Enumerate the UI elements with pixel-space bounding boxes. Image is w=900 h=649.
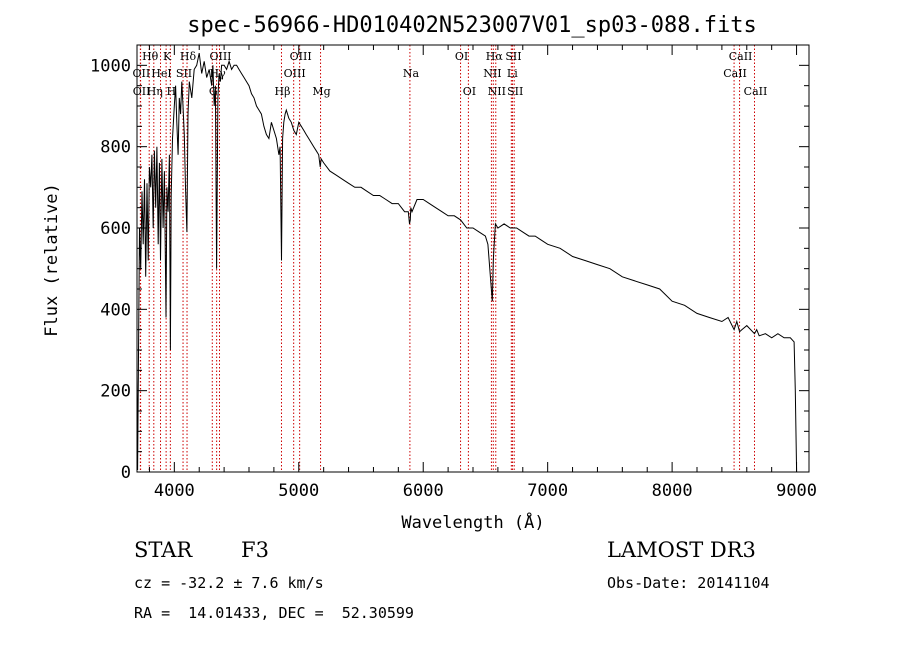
- line-label-18: OI: [463, 85, 476, 98]
- line-label-3: Hη: [147, 85, 163, 98]
- y-tick-label: 400: [100, 300, 131, 320]
- y-tick-label: 0: [121, 463, 131, 483]
- line-label-19: NII: [483, 67, 501, 80]
- line-label-1: OII: [133, 67, 151, 80]
- x-tick-label: 9000: [776, 481, 817, 501]
- y-tick-label: 200: [100, 382, 131, 402]
- line-label-6: SII: [176, 67, 192, 80]
- line-label-23: Li: [507, 67, 518, 80]
- coordinates: RA = 14.01433, DEC = 52.30599: [134, 604, 414, 622]
- x-axis-label: Wavelength (Å): [401, 511, 544, 533]
- line-label-21: Hα: [486, 50, 504, 63]
- line-label-25: CaII: [723, 67, 747, 80]
- x-tick-label: 6000: [403, 481, 444, 501]
- object-class: STAR: [134, 538, 193, 562]
- line-label-5: K: [163, 50, 172, 63]
- survey-name: LAMOST DR3: [607, 538, 756, 562]
- line-label-14: OIII: [290, 50, 312, 63]
- y-tick-label: 600: [100, 219, 131, 239]
- x-tick-label: 4000: [154, 481, 195, 501]
- line-label-15: Mg: [312, 85, 330, 98]
- y-tick-label: 1000: [90, 56, 131, 76]
- x-tick-label: 7000: [527, 481, 568, 501]
- plot-frame: [136, 44, 810, 473]
- line-label-26: CaII: [729, 50, 753, 63]
- x-tick-label: 5000: [278, 481, 319, 501]
- line-label-27: CaII: [744, 85, 768, 98]
- spectrum-chart: spec-56966-HD010402N523007V01_sp03-088.f…: [42, 13, 817, 533]
- line-label-24: SII: [507, 85, 523, 98]
- line-label-16: Na: [403, 67, 420, 80]
- line-label-17: OI: [455, 50, 468, 63]
- chart-title: spec-56966-HD010402N523007V01_sp03-088.f…: [187, 13, 757, 38]
- observation-date: Obs-Date: 20141104: [607, 574, 770, 592]
- x-tick-label: 8000: [652, 481, 693, 501]
- line-label-20: NII: [488, 85, 506, 98]
- subclass: F3: [241, 538, 269, 562]
- redshift-velocity: cz = -32.2 ± 7.6 km/s: [134, 574, 324, 592]
- line-label-0: Hθ: [142, 50, 159, 63]
- line-label-22: SII: [505, 50, 521, 63]
- line-label-4: HeI: [151, 67, 171, 80]
- line-label-9: OIII: [209, 50, 231, 63]
- line-label-12: Hβ: [275, 85, 291, 98]
- x-axis: 4000 5000 6000 7000 8000 9000: [148, 45, 817, 501]
- line-label-8: H: [167, 85, 177, 98]
- y-tick-label: 800: [100, 138, 131, 158]
- line-markers: [139, 45, 755, 472]
- y-axis-label: Flux (relative): [42, 183, 62, 337]
- line-label-7: Hδ: [180, 50, 197, 63]
- line-label-13: OIII: [284, 67, 306, 80]
- spectrum-line: [136, 52, 798, 473]
- y-axis: 0 200 400 600 800 1000: [90, 56, 809, 483]
